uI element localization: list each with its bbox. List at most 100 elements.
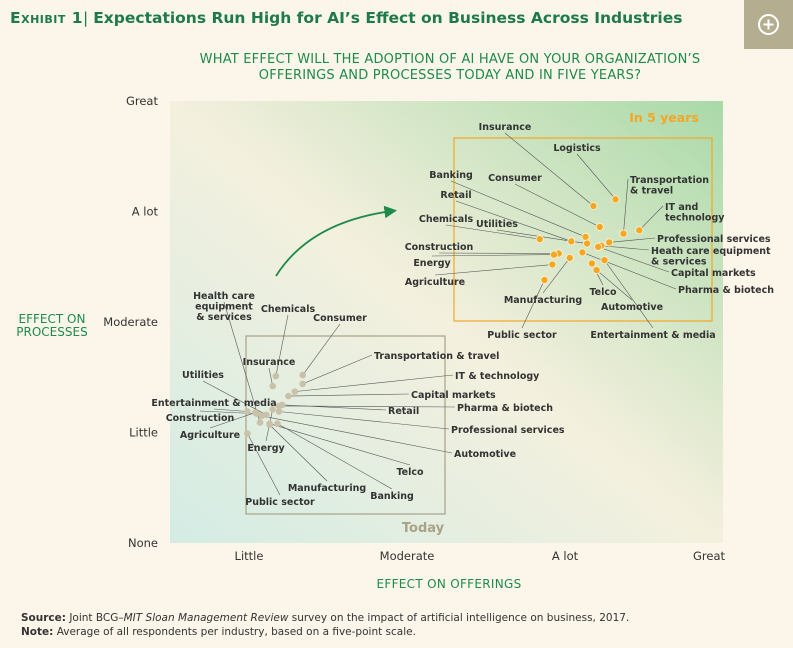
exhibit-number: Exhibit 1 <box>10 9 84 27</box>
point-label: Utilities <box>182 370 224 381</box>
five-year-point <box>619 229 628 238</box>
y-tick-label: None <box>128 536 158 550</box>
leader-line <box>247 433 281 496</box>
today-point <box>258 412 265 420</box>
point-label: Public sector <box>245 497 315 508</box>
today-point <box>299 380 307 388</box>
x-tick-label: Great <box>693 549 726 563</box>
five-year-point <box>587 259 596 268</box>
leader-line <box>278 411 450 430</box>
point-label: Retail <box>388 406 419 417</box>
chart-question: WHAT EFFECT WILL THE ADOPTION OF AI HAVE… <box>199 52 701 83</box>
y-axis-title: EFFECT ON <box>19 312 86 326</box>
leader-line <box>213 408 248 412</box>
five-year-point <box>548 260 557 269</box>
today-point <box>299 371 307 379</box>
point-label: Heath care equipment & services <box>651 246 771 268</box>
leader-line <box>302 323 341 376</box>
five-year-point <box>635 226 644 235</box>
leader-line <box>582 252 677 290</box>
point-label: Entertainment & media <box>151 398 276 409</box>
five-year-point <box>595 222 604 231</box>
point-label: Manufacturing <box>504 295 582 306</box>
exhibit-title: Expectations Run High for AI’s Effect on… <box>93 9 683 27</box>
y-axis-title: PROCESSES <box>16 325 87 339</box>
point-label: Energy <box>413 258 451 269</box>
five-year-point <box>540 276 549 285</box>
point-label: Capital markets <box>411 390 496 401</box>
five-year-point <box>592 266 601 275</box>
scatter-chart: Today In 5 years Little Moderate A lot Great… <box>16 94 774 591</box>
y-tick-label: Little <box>129 426 158 440</box>
leader-line <box>282 404 387 411</box>
leader-line <box>591 263 604 286</box>
zoom-in-icon <box>758 14 779 35</box>
point-label: Agriculture <box>180 430 240 441</box>
leader-line <box>434 264 553 276</box>
point-label: Professional services <box>451 425 565 436</box>
x-axis-title: EFFECT ON OFFERINGS <box>376 577 521 591</box>
leader-line <box>576 153 616 200</box>
today-region-box <box>245 335 446 515</box>
five-year-point <box>605 238 614 247</box>
today-point <box>275 408 283 415</box>
point-label: Telco <box>589 287 617 298</box>
today-point <box>275 402 283 410</box>
five-year-point <box>565 253 574 262</box>
point-label: Chemicals <box>419 214 474 225</box>
five-year-point <box>583 239 592 248</box>
today-point <box>272 372 280 380</box>
five-year-point <box>594 242 603 251</box>
y-tick-label: Moderate <box>103 315 158 329</box>
leader-line <box>596 269 633 301</box>
source-line: Source: Joint BCG–MIT Sloan Management R… <box>21 612 630 624</box>
point-label: Banking <box>429 170 473 181</box>
point-label: Health care equipment & services <box>193 291 255 323</box>
footer: Source: Joint BCG–MIT Sloan Management R… <box>21 611 629 639</box>
today-point <box>274 420 281 427</box>
leader-line <box>269 424 328 482</box>
five-year-point <box>589 201 598 210</box>
point-label: Entertainment & media <box>590 330 715 341</box>
five-year-point <box>600 256 609 265</box>
point-label: Construction <box>166 413 235 424</box>
point-label: Retail <box>440 190 471 201</box>
five-year-point <box>567 237 576 246</box>
y-tick-label: A lot <box>132 205 159 219</box>
leader-line <box>604 259 654 329</box>
point-label: Consumer <box>488 173 542 184</box>
expand-button[interactable] <box>744 0 793 49</box>
point-label: Pharma & biotech <box>678 285 774 296</box>
five-year-point <box>535 235 544 244</box>
leader-line <box>623 178 629 234</box>
today-point <box>252 409 259 416</box>
x-tick-label: A lot <box>552 549 579 563</box>
leader-line <box>261 415 453 454</box>
leader-line <box>302 354 373 385</box>
point-label: IT and technology <box>665 202 725 224</box>
leader-line <box>542 257 570 294</box>
leader-line <box>279 405 456 408</box>
today-point <box>269 382 277 390</box>
point-label: Pharma & biotech <box>457 403 553 414</box>
leader-line <box>514 183 600 228</box>
point-label: Insurance <box>243 357 296 368</box>
point-label: Chemicals <box>261 304 316 315</box>
leader-line <box>504 132 594 207</box>
point-label: Insurance <box>479 122 532 133</box>
point-label: Transportation & travel <box>630 175 709 197</box>
leader-line <box>277 423 393 490</box>
leader-line <box>445 224 540 240</box>
today-point <box>291 388 299 395</box>
leader-line <box>450 180 586 238</box>
point-label: Capital markets <box>671 268 756 279</box>
five-year-point <box>578 248 587 257</box>
x-tick-label: Little <box>235 549 264 563</box>
plot-area <box>170 101 723 543</box>
five-year-point <box>611 195 620 204</box>
leader-line <box>275 314 289 377</box>
today-point <box>256 419 264 426</box>
x-tick-label: Moderate <box>380 549 435 563</box>
y-tick-label: Great <box>126 94 159 108</box>
leader-line <box>431 254 554 257</box>
